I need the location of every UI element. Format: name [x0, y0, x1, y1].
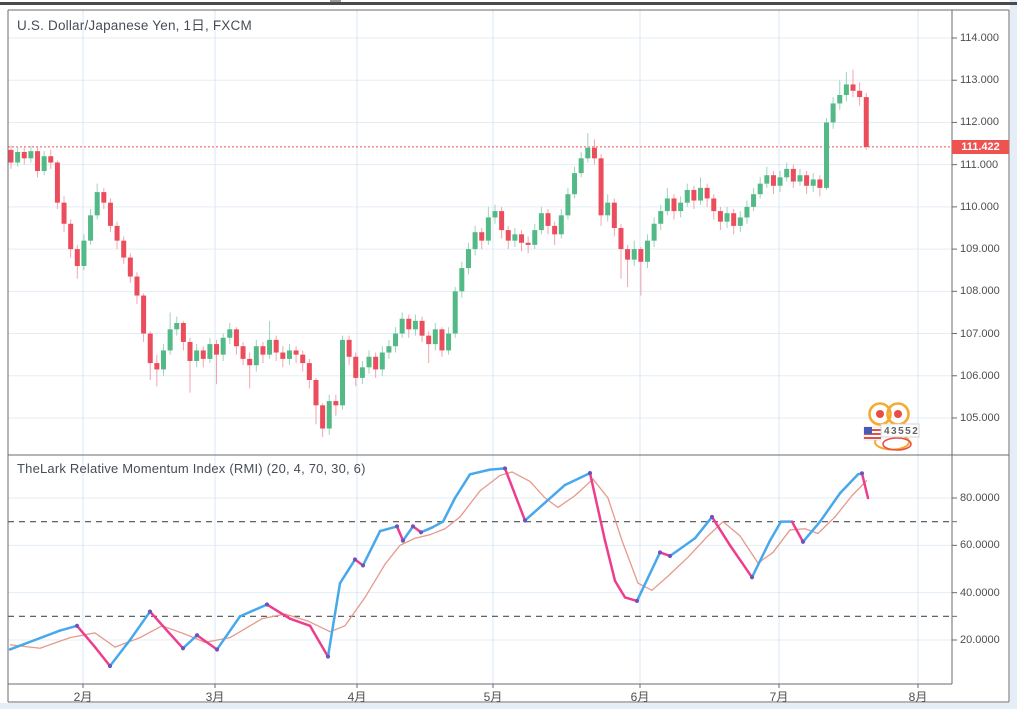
time-axis-label: 6月 — [630, 690, 650, 704]
us-flag-icon — [863, 426, 882, 441]
browser-toolbar-fragment — [330, 0, 341, 2]
rmi-axis-label: 20.0000 — [960, 634, 1000, 646]
counter-dot-left — [876, 410, 884, 418]
last-price-label: 111.422 — [952, 140, 1009, 154]
counter-value: 43552 — [884, 426, 919, 437]
price-axis-label: 106.000 — [960, 369, 1000, 382]
counter-ellipse-red — [882, 437, 912, 451]
time-axis-label: 4月 — [347, 690, 367, 704]
rmi-axis-label: 60.0000 — [960, 539, 1000, 552]
price-axis-label: 113.000 — [960, 74, 999, 87]
indicator-title[interactable]: TheLark Relative Momentum Index (RMI) (2… — [17, 461, 366, 476]
price-axis-label: 112.000 — [960, 116, 999, 129]
counter-dot-right — [894, 410, 902, 418]
price-axis-label: 110.000 — [960, 200, 999, 213]
rmi-axis-label: 80.0000 — [960, 492, 1000, 504]
symbol-title[interactable]: U.S. Dollar/Japanese Yen, 1日, FXCM — [17, 18, 252, 33]
time-axis-label: 8月 — [908, 690, 928, 704]
price-axis-label: 109.000 — [960, 243, 1000, 256]
price-axis-label: 105.000 — [960, 411, 1000, 424]
time-axis-label: 3月 — [205, 690, 225, 704]
rmi-axis-label: 40.0000 — [960, 586, 1000, 599]
visitor-counter-watermark: 43552 — [863, 402, 920, 451]
price-axis-label: 111.000 — [960, 158, 999, 171]
time-axis-label: 2月 — [73, 690, 93, 704]
browser-toolbar-edge — [0, 2, 1017, 5]
time-axis-label: 7月 — [769, 690, 789, 704]
time-axis-label: 5月 — [483, 690, 503, 704]
price-axis-label: 108.000 — [960, 285, 1000, 298]
price-axis-label: 114.000 — [960, 32, 999, 44]
price-axis-label: 107.000 — [960, 327, 1000, 340]
counter-badge — [880, 423, 920, 438]
page-background-right — [1010, 0, 1017, 709]
page-background-bottom — [0, 703, 1017, 709]
